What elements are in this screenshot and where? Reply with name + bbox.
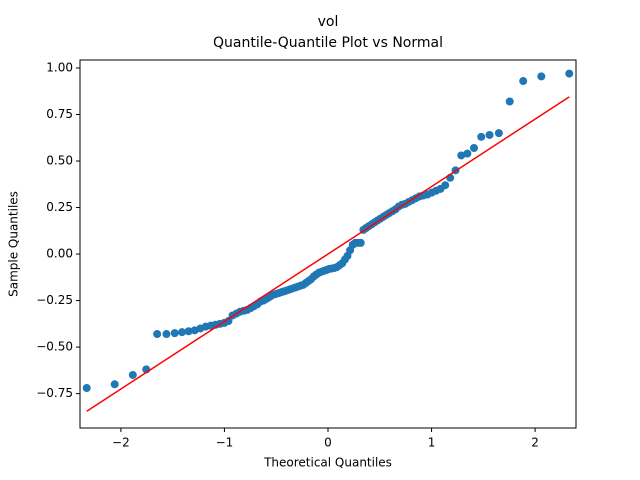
chart-title: vol bbox=[318, 14, 339, 30]
point bbox=[463, 149, 472, 158]
point bbox=[170, 329, 179, 338]
x-axis-label: Theoretical Quantiles bbox=[263, 456, 392, 470]
point bbox=[356, 238, 365, 247]
chart-subtitle: Quantile-Quantile Plot vs Normal bbox=[213, 35, 443, 51]
point bbox=[519, 77, 528, 86]
point bbox=[470, 144, 479, 152]
y-tick-label: −0.50 bbox=[36, 340, 73, 354]
point bbox=[128, 370, 137, 379]
plot-frame bbox=[79, 59, 577, 429]
point bbox=[177, 328, 186, 337]
y-tick-label: −0.25 bbox=[36, 293, 73, 307]
x-tick-label: 1 bbox=[428, 436, 436, 450]
point bbox=[162, 330, 171, 339]
y-axis-label: Sample Quantiles bbox=[7, 191, 21, 297]
point bbox=[477, 132, 486, 141]
x-tick-label: −2 bbox=[112, 436, 130, 450]
point bbox=[441, 181, 450, 190]
point bbox=[565, 69, 574, 78]
point bbox=[224, 317, 233, 326]
x-tick-label: 0 bbox=[324, 436, 332, 450]
y-tick-label: 0.25 bbox=[46, 200, 73, 214]
point bbox=[110, 380, 119, 389]
y-tick-label: 0.00 bbox=[46, 247, 73, 261]
point bbox=[485, 130, 494, 139]
point bbox=[82, 384, 91, 392]
x-tick-label: −1 bbox=[216, 436, 234, 450]
point bbox=[505, 97, 514, 106]
point bbox=[457, 151, 466, 160]
point bbox=[494, 129, 503, 138]
y-tick-label: 1.00 bbox=[46, 61, 73, 75]
point bbox=[184, 327, 193, 336]
fit-line bbox=[86, 96, 570, 412]
y-tick-label: −0.75 bbox=[36, 386, 73, 400]
x-tick-label: 2 bbox=[531, 436, 539, 450]
point bbox=[153, 330, 162, 339]
point bbox=[537, 72, 546, 81]
y-tick-label: 0.50 bbox=[46, 154, 73, 168]
y-tick-label: 0.75 bbox=[46, 107, 73, 121]
